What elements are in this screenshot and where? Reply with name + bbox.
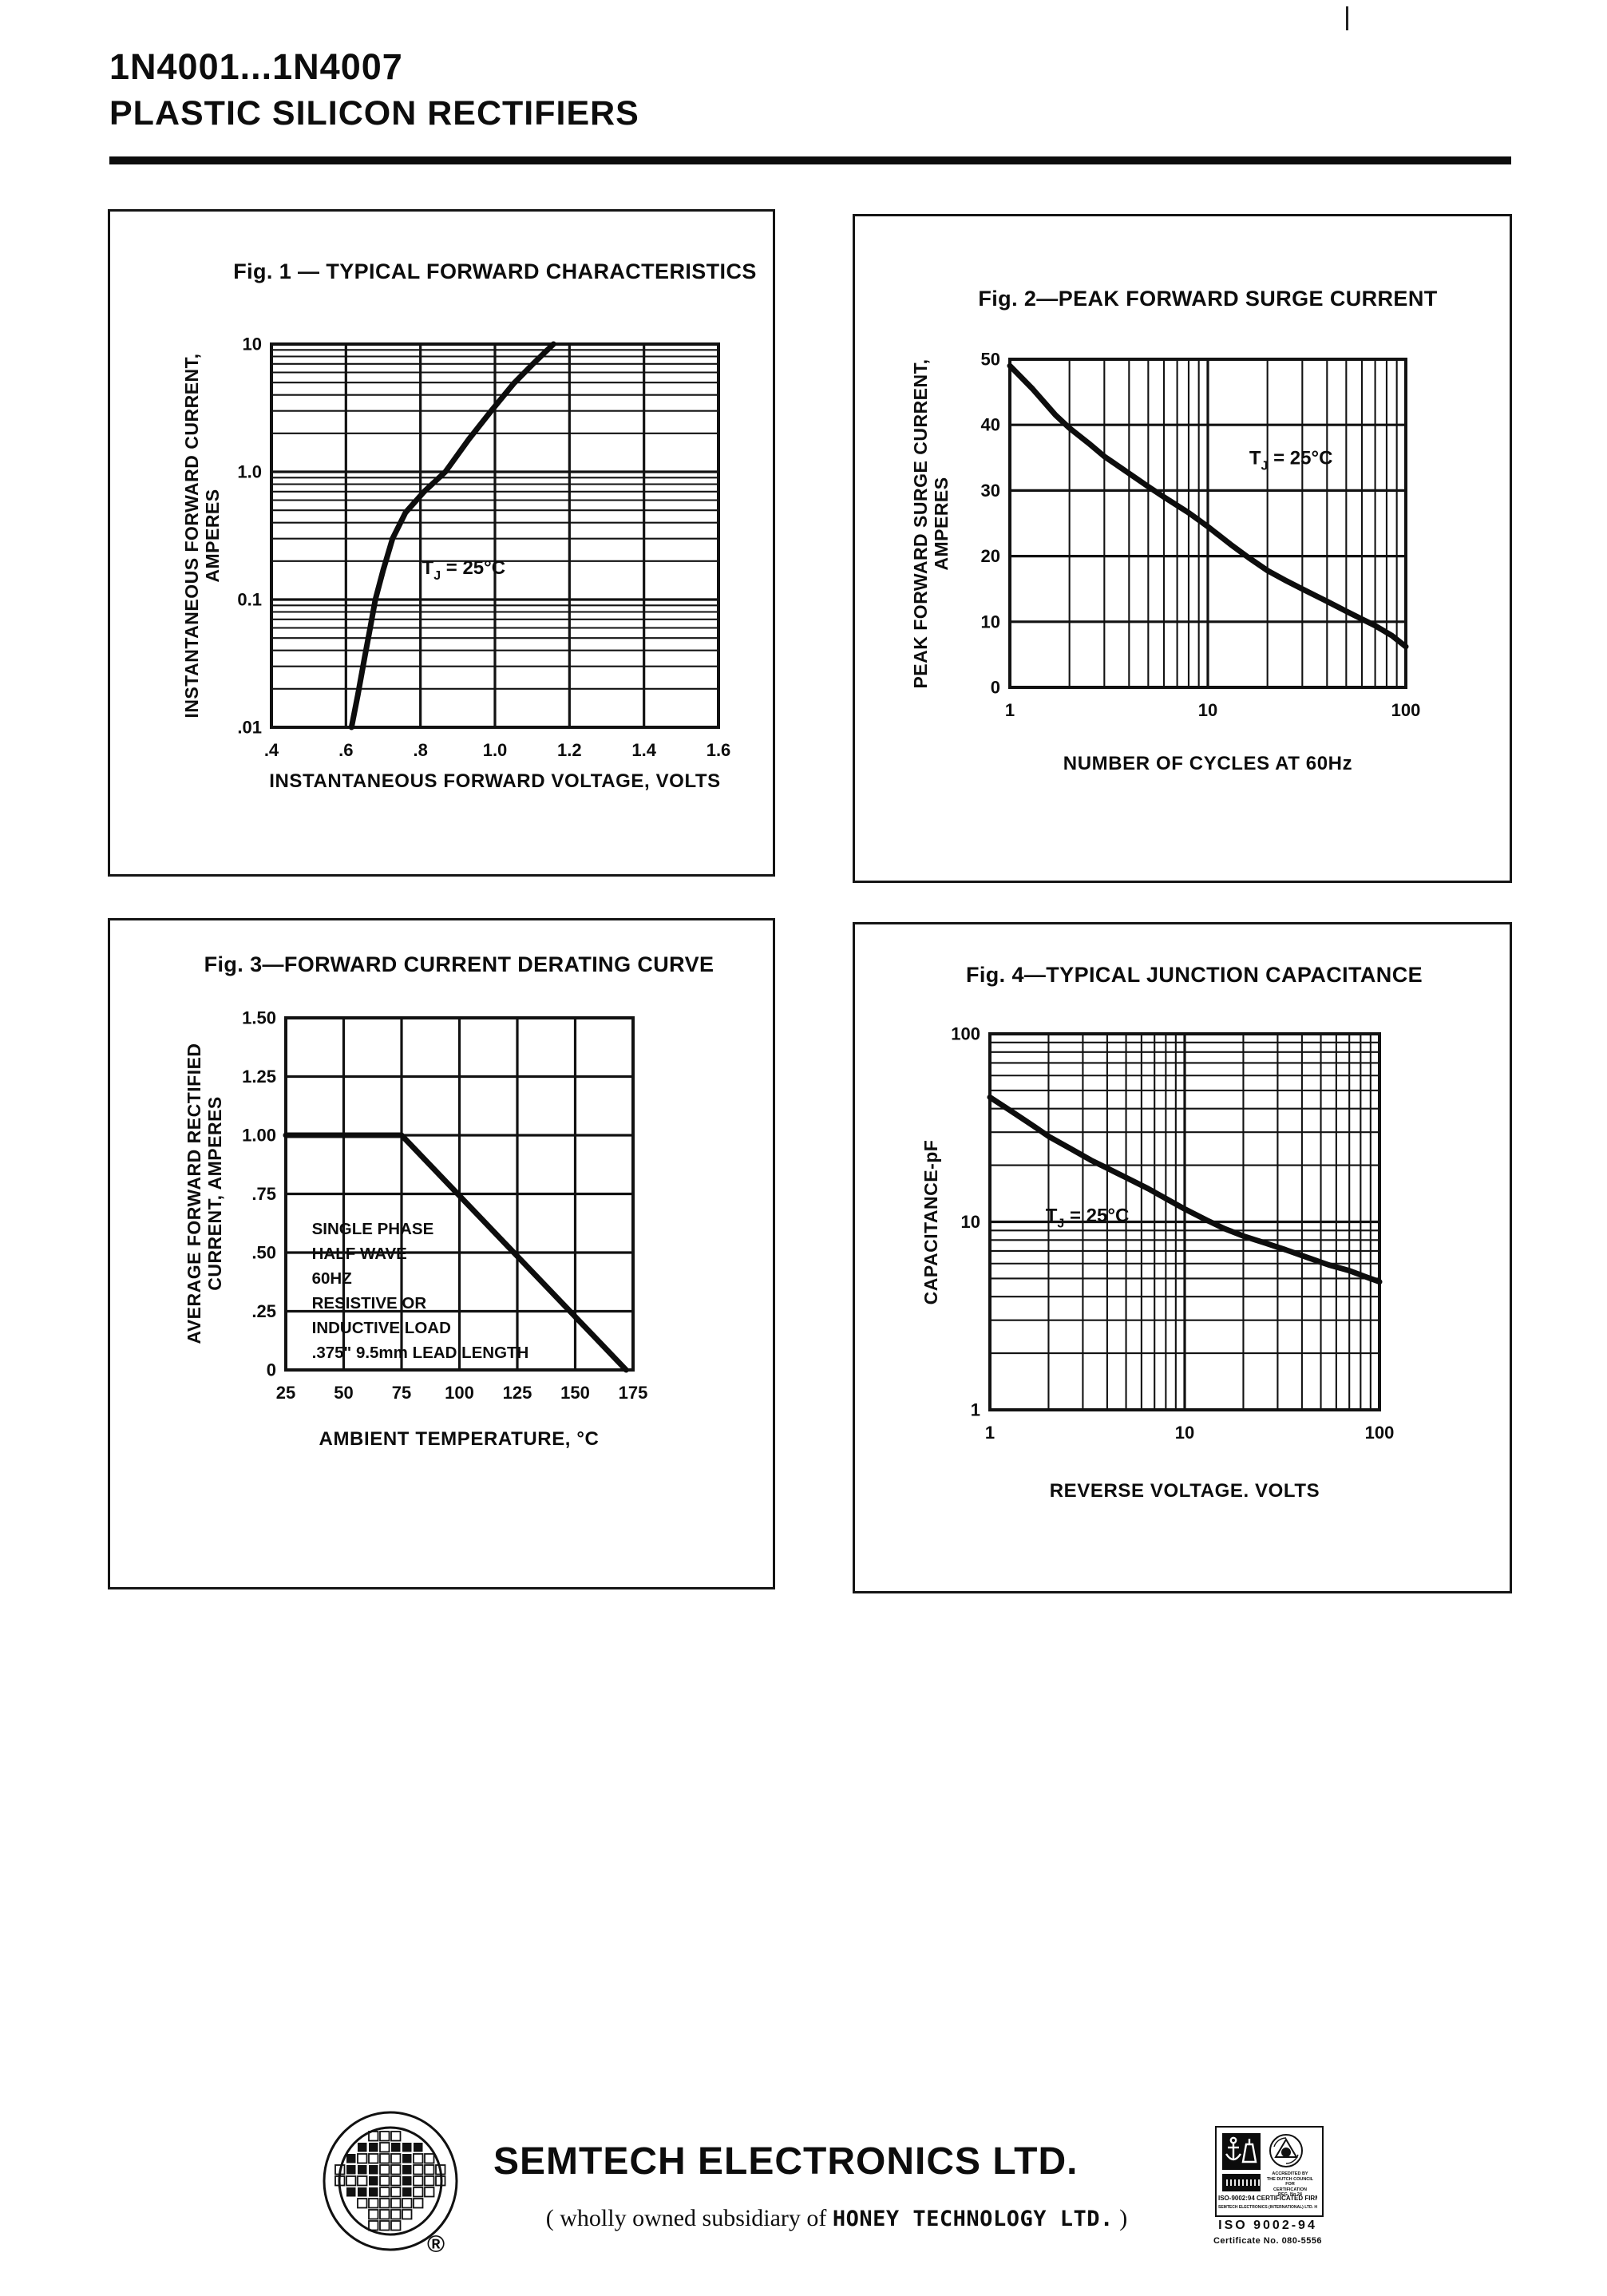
svg-text:.01: .01	[237, 717, 262, 737]
svg-text:50: 50	[334, 1383, 353, 1403]
svg-text:HALF WAVE: HALF WAVE	[312, 1245, 407, 1263]
certificated-firm-subtext: SEMTECH ELECTRONICS (INTERNATIONAL) LTD.…	[1218, 2205, 1317, 2210]
accreditation-text: ACCREDITED BY THE DUTCH COUNCIL FOR CERT…	[1266, 2171, 1314, 2197]
figure-3-box: Fig. 3—FORWARD CURRENT DERATING CURVE AV…	[108, 918, 775, 1589]
svg-text:125: 125	[503, 1383, 532, 1403]
registered-trademark-icon: ®	[427, 2231, 445, 2258]
subsidiary-line: ( wholly owned subsidiary of HONEY TECHN…	[493, 2205, 1180, 2232]
figure-4-title: Fig. 4—TYPICAL JUNCTION CAPACITANCE	[965, 963, 1423, 987]
svg-text:150: 150	[560, 1383, 590, 1403]
svg-text:1.00: 1.00	[242, 1125, 276, 1145]
semtech-st-logo	[323, 2111, 458, 2251]
figure-4-box: Fig. 4—TYPICAL JUNCTION CAPACITANCE CAPA…	[853, 922, 1512, 1593]
svg-text:1: 1	[985, 1423, 995, 1443]
svg-text:1.2: 1.2	[557, 740, 582, 760]
anchor-and-flask-mark	[1222, 2133, 1261, 2170]
certifier-logo-bar	[1222, 2174, 1261, 2191]
iso-certification-block: ACCREDITED BY THE DUTCH COUNCIL FOR CERT…	[1215, 2126, 1324, 2217]
part-number-title: 1N4001...1N4007	[109, 46, 403, 87]
figure-1-x-axis-label: INSTANTANEOUS FORWARD VOLTAGE, VOLTS	[269, 770, 721, 792]
svg-text:.50: .50	[251, 1242, 276, 1262]
subsidiary-prefix: ( wholly owned subsidiary of	[545, 2205, 827, 2231]
figure-4-x-axis-label: REVERSE VOLTAGE. VOLTS	[1049, 1480, 1320, 1502]
svg-text:.8: .8	[413, 740, 427, 760]
parent-company-name: HONEY TECHNOLOGY LTD.	[832, 2207, 1114, 2231]
svg-text:10: 10	[1175, 1423, 1194, 1443]
svg-text:0: 0	[267, 1360, 276, 1380]
svg-text:.75: .75	[251, 1184, 276, 1204]
figure-2-title: Fig. 2—PEAK FORWARD SURGE CURRENT	[978, 287, 1438, 311]
svg-text:1: 1	[1005, 700, 1015, 720]
figure-1-plot: 10 1.0 0.1 .01.4 .6 .8 1.0 1.2 1.4 1.6 TJ = 25°C	[237, 334, 731, 760]
scan-corner-mark	[1346, 6, 1348, 30]
figure-1-box: Fig. 1 — TYPICAL FORWARD CHARACTERISTICS…	[108, 209, 775, 877]
svg-text:1.4: 1.4	[631, 740, 656, 760]
figure-3-plot: 1.50 1.25 1.00 .75 .50 .25 025 50 75 100 125 150 175…	[242, 1007, 648, 1403]
svg-text:1.25: 1.25	[242, 1067, 276, 1087]
svg-text:0: 0	[991, 677, 1000, 697]
svg-text:.375" 9.5mm LEAD LENGTH: .375" 9.5mm LEAD LENGTH	[312, 1344, 529, 1362]
figure-2-box: Fig. 2—PEAK FORWARD SURGE CURRENT PEAK F…	[853, 214, 1512, 883]
iso-standard-text: ISO 9002-94	[1218, 2219, 1317, 2232]
svg-text:10: 10	[961, 1212, 980, 1232]
svg-text:.6: .6	[338, 740, 353, 760]
svg-text:60HZ: 60HZ	[312, 1269, 352, 1288]
svg-text:1.50: 1.50	[242, 1007, 276, 1027]
svg-text:SINGLE PHASE: SINGLE PHASE	[312, 1220, 434, 1238]
svg-text:1.0: 1.0	[237, 461, 262, 481]
figure-2-x-axis-label: NUMBER OF CYCLES AT 60Hz	[1063, 753, 1353, 774]
svg-text:RESISTIVE OR: RESISTIVE OR	[312, 1294, 427, 1312]
svg-text:INDUCTIVE LOAD: INDUCTIVE LOAD	[312, 1319, 451, 1337]
title-rule	[109, 156, 1511, 164]
svg-text:100: 100	[445, 1383, 474, 1403]
figure-1-title: Fig. 1 — TYPICAL FORWARD CHARACTERISTICS	[233, 259, 757, 283]
svg-text:10: 10	[1198, 700, 1217, 720]
svg-text:TJ = 25°C: TJ = 25°C	[1249, 448, 1333, 473]
svg-text:40: 40	[981, 415, 1000, 435]
svg-text:175: 175	[619, 1383, 648, 1403]
svg-text:10: 10	[981, 612, 1000, 631]
page-title: PLASTIC SILICON RECTIFIERS	[109, 94, 639, 133]
svg-text:0.1: 0.1	[237, 589, 262, 609]
svg-text:1.0: 1.0	[483, 740, 508, 760]
svg-text:75: 75	[392, 1383, 411, 1403]
svg-text:.4: .4	[264, 740, 279, 760]
svg-text:TJ = 25°C: TJ = 25°C	[422, 557, 506, 583]
svg-text:100: 100	[951, 1023, 980, 1043]
certificate-number: Certificate No. 080-5556	[1213, 2236, 1323, 2246]
svg-text:100: 100	[1391, 700, 1421, 720]
svg-text:1: 1	[971, 1399, 980, 1419]
svg-text:100: 100	[1365, 1423, 1395, 1443]
figure-4-plot: 100 10 11 10 100 TJ = 25°C	[951, 1023, 1395, 1443]
svg-text:10: 10	[243, 334, 262, 354]
figure-3-x-axis-label: AMBIENT TEMPERATURE, °C	[319, 1428, 600, 1450]
svg-text:20: 20	[981, 546, 1000, 566]
svg-text:TJ = 25°C: TJ = 25°C	[1046, 1205, 1130, 1231]
svg-text:30: 30	[981, 481, 1000, 501]
svg-text:50: 50	[981, 349, 1000, 369]
certificated-firm-text: ISO-9002:94 CERTIFICATED FIRM	[1218, 2195, 1317, 2202]
certification-seal-icon	[1269, 2134, 1303, 2167]
svg-text:1.6: 1.6	[707, 740, 731, 760]
svg-text:.25: .25	[251, 1301, 276, 1321]
svg-text:25: 25	[276, 1383, 295, 1403]
anchor-flask-icon	[1225, 2136, 1257, 2163]
subsidiary-close: )	[1119, 2205, 1128, 2231]
company-name: SEMTECH ELECTRONICS LTD.	[493, 2140, 1079, 2183]
figure-3-title: Fig. 3—FORWARD CURRENT DERATING CURVE	[204, 952, 714, 976]
